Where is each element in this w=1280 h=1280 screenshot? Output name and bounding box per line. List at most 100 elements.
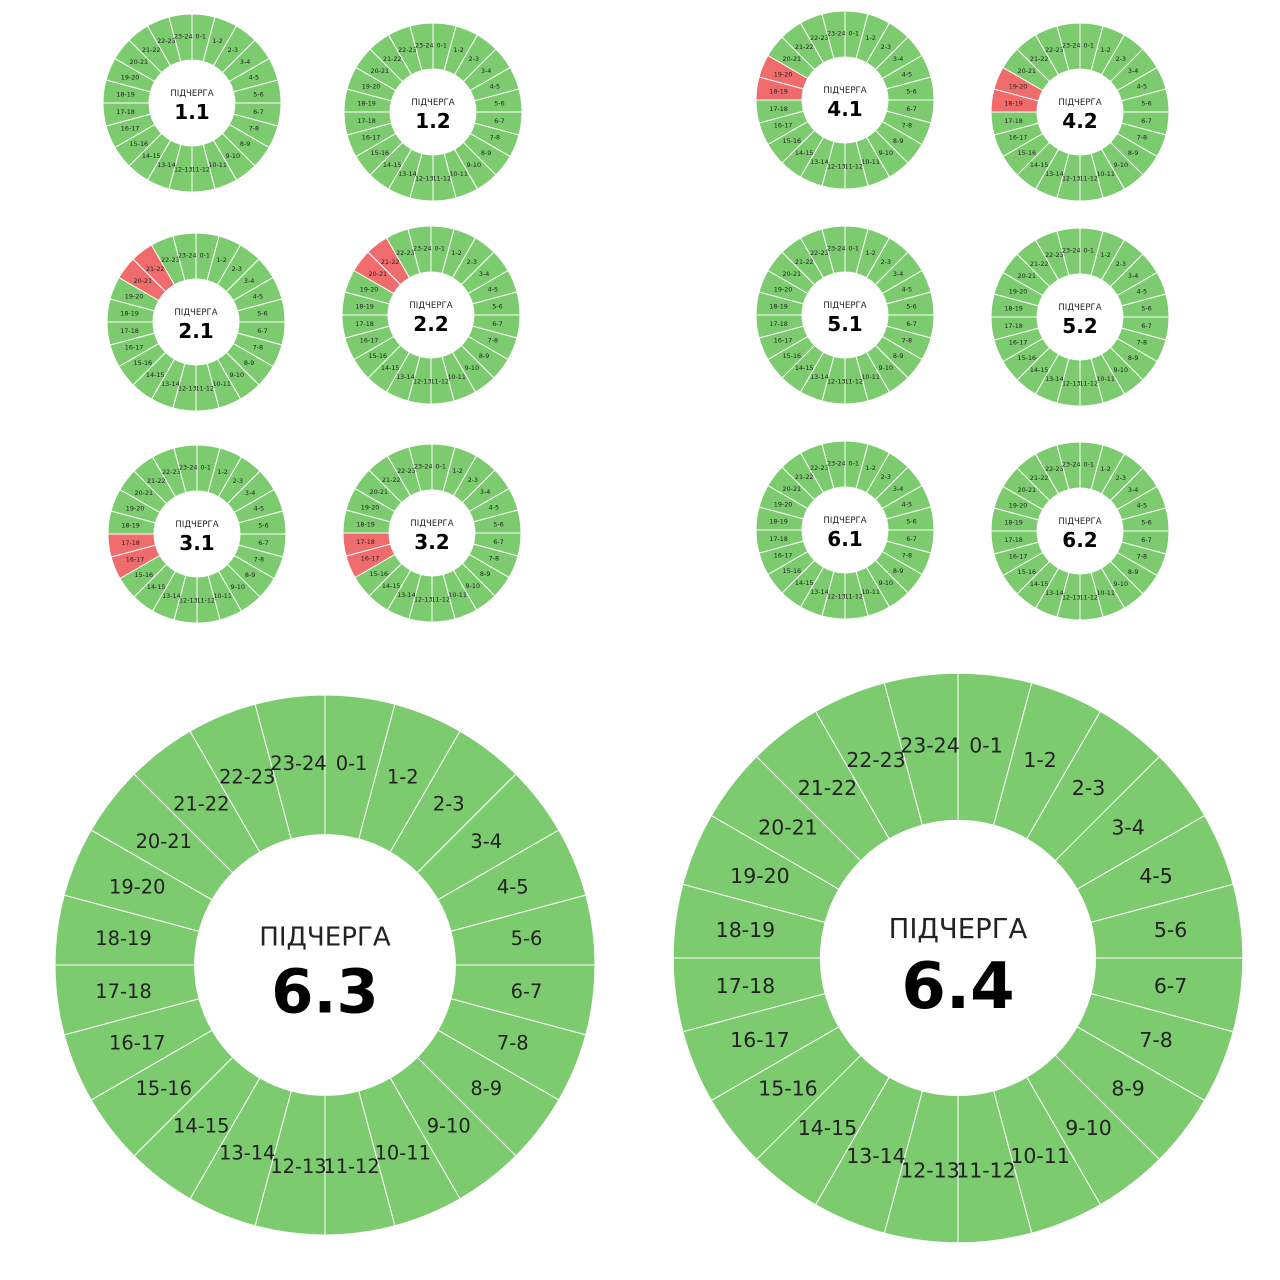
hour-label: 13-14 <box>846 1144 905 1168</box>
hour-label: 13-14 <box>1045 589 1064 597</box>
hour-label: 11-12 <box>195 384 214 392</box>
hour-label: 18-19 <box>1004 99 1023 107</box>
hour-label: 11-12 <box>844 592 863 600</box>
queue-title: ПІДЧЕРГА <box>259 923 391 953</box>
hour-label: 16-17 <box>1009 134 1028 142</box>
hour-label: 1-2 <box>387 766 419 789</box>
hour-label: 22-23 <box>398 46 417 54</box>
hour-label: 10-11 <box>861 373 880 381</box>
hour-label: 12-13 <box>827 162 846 170</box>
hour-label: 12-13 <box>414 595 433 603</box>
queue-title: ПІДЧЕРГА <box>174 308 217 318</box>
hour-label: 9-10 <box>230 371 245 379</box>
hour-label: 20-21 <box>371 67 390 75</box>
hour-label: 5-6 <box>1141 518 1151 526</box>
hour-label: 8-9 <box>245 571 255 579</box>
hour-label: 1-2 <box>1100 251 1110 259</box>
hour-label: 10-11 <box>861 158 880 166</box>
hour-label: 21-22 <box>795 258 814 266</box>
hour-label: 2-3 <box>881 473 891 481</box>
hour-label: 3-4 <box>1128 486 1138 494</box>
hour-label: 4-5 <box>902 70 912 78</box>
hour-label: 16-17 <box>1009 553 1028 561</box>
hour-label: 7-8 <box>253 344 263 352</box>
hour-label: 9-10 <box>1114 366 1129 374</box>
hour-label: 17-18 <box>769 535 788 543</box>
hour-label: 14-15 <box>795 364 814 372</box>
hour-label: 2-3 <box>233 477 243 485</box>
hour-label: 8-9 <box>1111 1077 1144 1101</box>
hour-label: 19-20 <box>1009 82 1028 90</box>
hour-label: 5-6 <box>511 927 543 950</box>
hour-label: 6-7 <box>492 320 502 328</box>
hour-segment-on <box>173 444 198 494</box>
hour-label: 7-8 <box>1137 134 1147 142</box>
hour-label: 3-4 <box>893 55 903 63</box>
hour-label: 5-6 <box>906 517 916 525</box>
hour-label: 22-23 <box>219 766 275 789</box>
hour-label: 11-12 <box>323 1155 379 1178</box>
hour-label: 16-17 <box>1009 339 1028 347</box>
hour-label: 6-7 <box>493 538 503 546</box>
hour-label: 9-10 <box>879 579 894 587</box>
hour-label: 4-5 <box>1137 82 1147 90</box>
hour-label: 10-11 <box>1096 589 1115 597</box>
hour-label: 10-11 <box>861 588 880 596</box>
hour-label: 23-24 <box>827 30 846 38</box>
queue-title: ПІДЧЕРГА <box>175 520 218 530</box>
hour-label: 6-7 <box>257 327 267 335</box>
hour-label: 9-10 <box>879 149 894 157</box>
hour-label: 17-18 <box>1004 322 1023 330</box>
hour-label: 13-14 <box>810 373 829 381</box>
hour-label: 0-1 <box>200 252 210 260</box>
hour-label: 9-10 <box>467 161 482 169</box>
hour-label: 0-1 <box>969 733 1002 757</box>
hour-label: 17-18 <box>121 539 140 547</box>
hour-label: 17-18 <box>357 117 376 125</box>
hour-label: 3-4 <box>244 277 254 285</box>
hour-label: 22-23 <box>1045 251 1064 259</box>
hour-label: 10-11 <box>447 373 466 381</box>
hour-label: 9-10 <box>226 152 241 160</box>
hour-label: 17-18 <box>716 974 775 998</box>
hour-label: 21-22 <box>173 792 229 815</box>
hour-segment-on <box>168 13 193 63</box>
hour-label: 13-14 <box>810 158 829 166</box>
hour-label: 13-14 <box>396 373 415 381</box>
hour-label: 11-12 <box>844 377 863 385</box>
hour-label: 7-8 <box>254 556 264 564</box>
hour-label: 1-2 <box>216 256 226 264</box>
hour-segment-on <box>408 443 433 493</box>
queue-number: 6.3 <box>271 957 378 1027</box>
hour-label: 18-19 <box>95 927 151 950</box>
hour-label: 9-10 <box>231 583 246 591</box>
hour-label: 12-13 <box>270 1155 326 1178</box>
queue-title: ПІДЧЕРГА <box>1058 98 1101 108</box>
queue-wheel-5-2: 0-1 1-2 2-33-4 4-5 5-6 6-7 7-8 8-9 9-1010-1111-1… <box>990 227 1170 407</box>
hour-label: 19-20 <box>126 504 145 512</box>
hour-label: 9-10 <box>1065 1116 1111 1140</box>
hour-label: 19-20 <box>774 500 793 508</box>
queue-number: 4.2 <box>1062 109 1097 133</box>
hour-label: 4-5 <box>253 292 263 300</box>
hour-label: 19-20 <box>361 503 380 511</box>
hour-label: 0-1 <box>201 464 211 472</box>
hour-label: 14-15 <box>147 583 166 591</box>
queue-title: ПІДЧЕРГА <box>410 519 453 529</box>
hour-label: 2-3 <box>433 792 465 815</box>
hour-label: 2-3 <box>468 476 478 484</box>
hour-label: 4-5 <box>902 500 912 508</box>
hour-label: 3-4 <box>240 58 250 66</box>
hour-label: 2-3 <box>232 265 242 273</box>
hour-segment-on <box>883 672 959 826</box>
hour-label: 0-1 <box>437 42 447 50</box>
hour-label: 9-10 <box>427 1115 471 1138</box>
queue-wheel-6-1: 0-1 1-2 2-33-4 4-5 5-6 6-7 7-8 8-9 9-1010-1111-1… <box>755 440 935 620</box>
hour-label: 15-16 <box>1018 354 1037 362</box>
hour-label: 23-24 <box>827 245 846 253</box>
hour-label: 22-23 <box>396 249 415 257</box>
hour-label: 2-3 <box>1116 260 1126 268</box>
hour-label: 9-10 <box>466 582 481 590</box>
hour-label: 13-14 <box>397 591 416 599</box>
hour-label: 19-20 <box>125 292 144 300</box>
